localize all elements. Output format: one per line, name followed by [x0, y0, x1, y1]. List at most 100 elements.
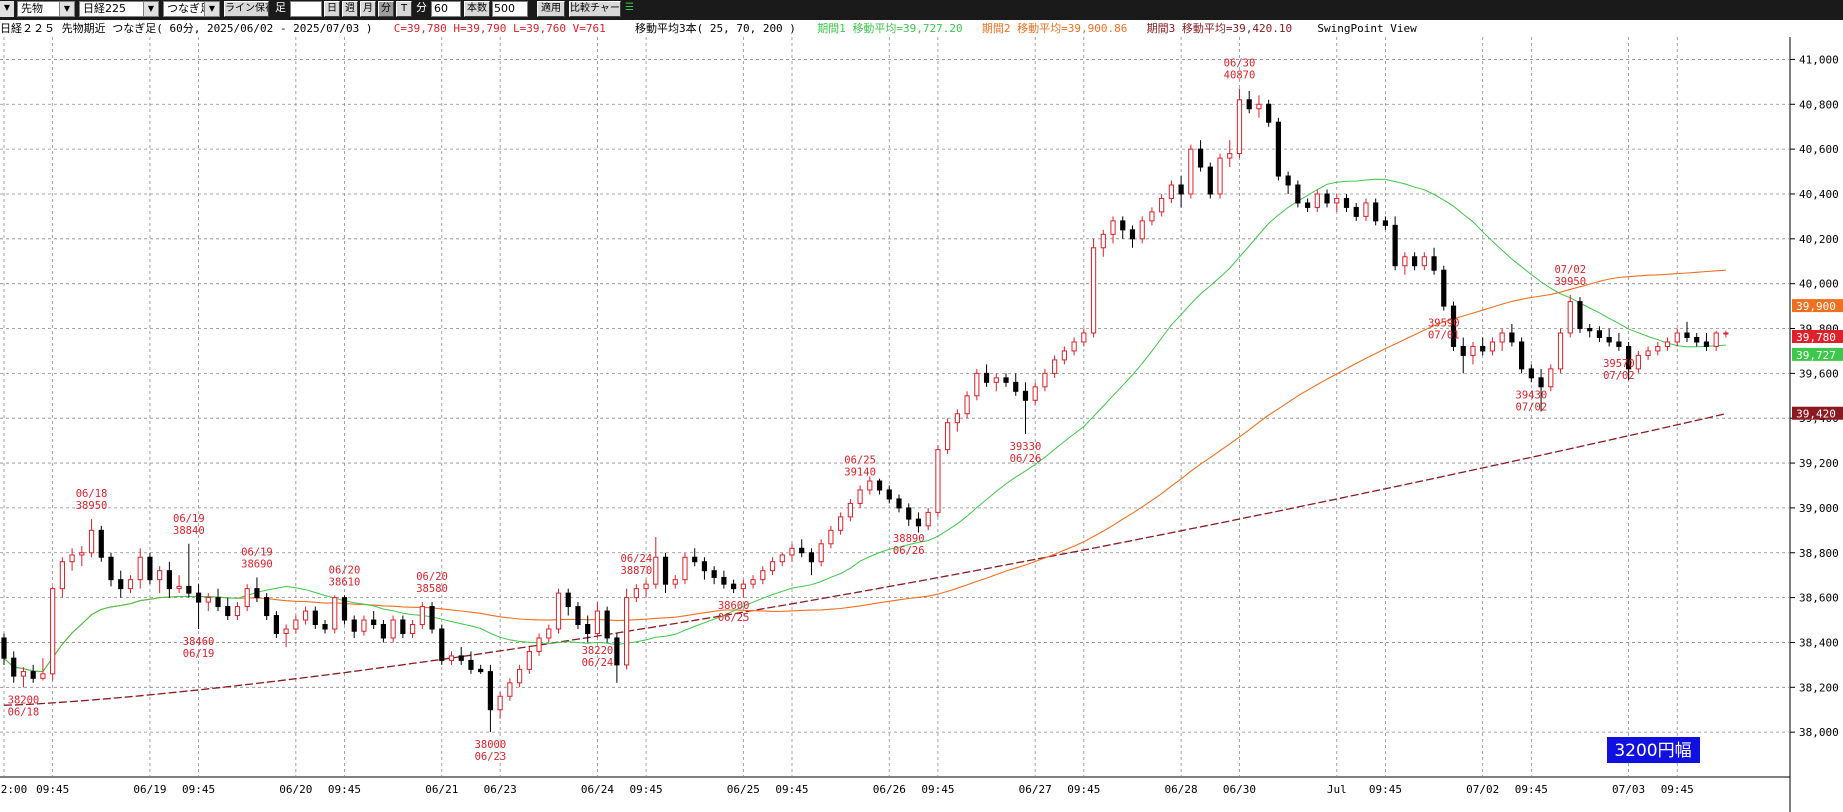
candle	[40, 658, 46, 681]
candle-body	[594, 610, 601, 634]
candle-body	[157, 570, 163, 581]
candle	[487, 664, 494, 733]
x-tick-label: 06/20	[279, 783, 312, 796]
dropdown-arrow-icon[interactable]: ▼	[0, 1, 14, 17]
candle	[361, 615, 367, 636]
candle-body	[507, 682, 513, 697]
candle	[1392, 216, 1398, 271]
candle	[1489, 337, 1496, 356]
candle	[1382, 216, 1389, 230]
candle-body	[1246, 99, 1252, 110]
candle-body	[769, 561, 776, 572]
candle-body	[225, 606, 231, 617]
candle	[380, 620, 387, 643]
x-tick-label: 09:45	[921, 783, 954, 796]
price-tag-bg	[1792, 347, 1843, 361]
candle-body	[575, 606, 581, 626]
candle	[1100, 229, 1106, 257]
candle	[983, 364, 990, 387]
period-month-button[interactable]: 月	[360, 1, 376, 17]
candle-body	[1664, 341, 1671, 347]
candle	[118, 570, 124, 598]
x-tick-label: 8 02:00	[0, 783, 27, 796]
candle	[546, 624, 552, 643]
candle-body	[799, 547, 805, 554]
candle	[1411, 252, 1418, 271]
bar-count-input[interactable]	[290, 1, 322, 17]
swing-label-line2: 06/23	[475, 751, 507, 763]
count-input[interactable]: 500	[492, 1, 528, 17]
swing-label-line1: 38890	[893, 533, 925, 545]
candle	[1723, 330, 1729, 338]
swing-label-line1: 39430	[1516, 389, 1548, 401]
candle	[176, 575, 182, 594]
price-tag-text: 39,900	[1796, 300, 1836, 313]
ma-header: 移動平均3本( 25, 70, 200 )	[634, 22, 796, 35]
candle-body	[721, 576, 727, 585]
price-tag-bg	[1792, 330, 1843, 343]
period-minute-button[interactable]: 分	[378, 1, 394, 17]
chart-settings-icon[interactable]: ☰	[625, 2, 634, 13]
candle-body	[1499, 332, 1505, 343]
candle-body	[1168, 184, 1174, 199]
candle-body	[1392, 224, 1398, 267]
candle-body	[1110, 220, 1116, 235]
save-line-button[interactable]: ライン保存	[224, 1, 269, 17]
candle-body	[478, 668, 484, 673]
candle	[1090, 238, 1097, 338]
candle	[1129, 225, 1136, 248]
candle-body	[166, 570, 172, 590]
candle-body	[409, 624, 416, 634]
candle	[1324, 189, 1330, 208]
candle-body	[1, 637, 7, 659]
x-tick-label: 09:45	[328, 783, 361, 796]
candle	[1081, 328, 1087, 347]
swing-label-line1: 38200	[8, 694, 40, 706]
candle-body	[497, 695, 503, 711]
candle-body	[1275, 121, 1282, 177]
period-week-button[interactable]: 週	[342, 1, 358, 17]
candle-body	[750, 579, 756, 585]
market-select[interactable]: 先物 ▼	[17, 1, 75, 17]
candlestick-chart[interactable]: 3820006/1806/183895006/19388403846006/19…	[0, 37, 1843, 812]
candle-body	[1587, 328, 1593, 332]
candle	[1363, 198, 1369, 221]
candle	[1285, 171, 1291, 194]
candle-body	[1061, 350, 1067, 361]
candle-body	[1052, 359, 1058, 374]
candle-body	[711, 570, 717, 578]
candle-body	[896, 498, 902, 509]
candle	[1197, 140, 1204, 172]
minute-input[interactable]: 60	[431, 1, 461, 17]
candle	[847, 498, 853, 522]
candle-body	[1567, 301, 1573, 334]
candle	[293, 615, 299, 634]
symbol-select[interactable]: 日経225 ▼	[79, 1, 159, 17]
candle-body	[1304, 202, 1311, 208]
period-tick-button[interactable]: T	[396, 1, 412, 17]
contract-select[interactable]: つなぎ足 ▼	[163, 1, 220, 17]
candle-body	[1032, 386, 1038, 401]
swing-label-line1: 39330	[1010, 441, 1042, 453]
candle-body	[69, 554, 75, 563]
apply-button[interactable]: 適用	[537, 1, 565, 17]
candle	[1694, 333, 1700, 347]
candle	[886, 485, 892, 504]
range-badge-bg	[1607, 737, 1700, 763]
candle	[1538, 368, 1544, 412]
ma1-line	[3, 178, 1726, 673]
candle-body	[244, 588, 250, 608]
candle-body	[915, 518, 922, 527]
candle-body	[731, 583, 737, 590]
candle	[264, 593, 270, 621]
chart-title: 日経２２５ 先物期近 つなぎ足( 60分, 2025/06/02 - 2025/…	[0, 22, 373, 35]
candle	[108, 552, 114, 587]
compare-chart-button[interactable]: 比較チャート	[569, 1, 621, 17]
candle	[682, 552, 688, 585]
candle-body	[1285, 175, 1291, 186]
candle-body	[351, 619, 357, 632]
candle	[711, 566, 717, 585]
candle	[555, 588, 562, 634]
swing-label-line2: 06/24	[582, 657, 614, 669]
period-day-button[interactable]: 日	[324, 1, 340, 17]
